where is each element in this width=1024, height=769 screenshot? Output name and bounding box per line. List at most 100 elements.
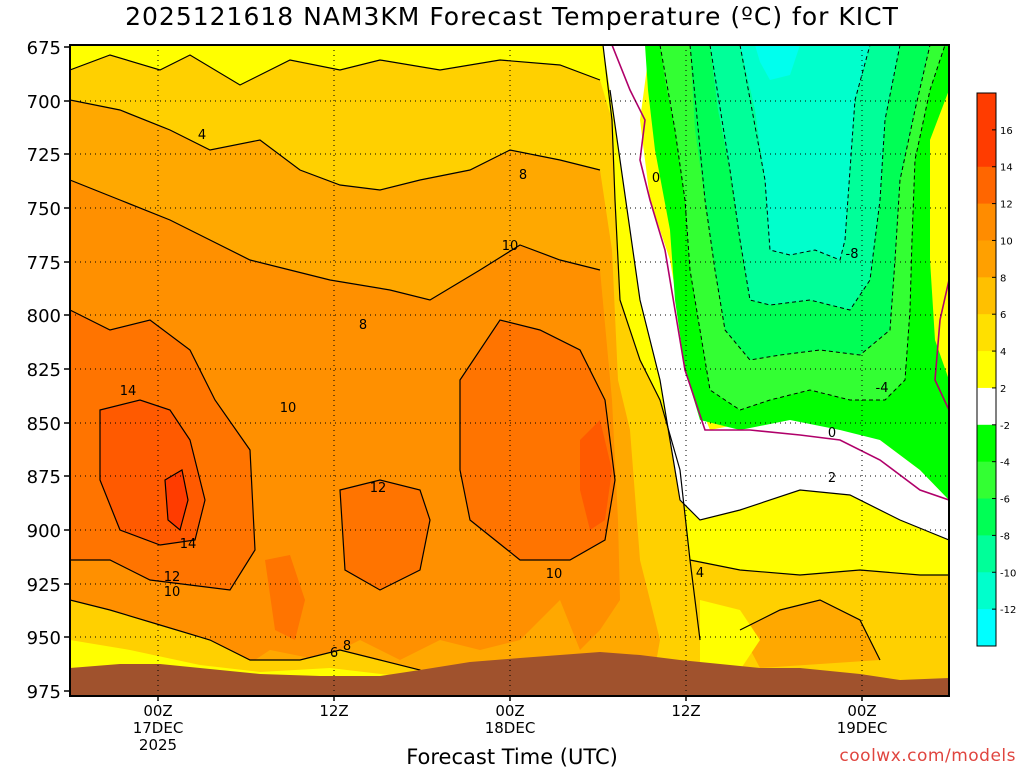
colorbar-swatch [977, 314, 996, 352]
contour-line [99, 399, 206, 546]
contour-line [70, 599, 441, 691]
y-tick-label: 900 [27, 521, 61, 542]
colorbar-label: -10 [1000, 568, 1016, 579]
colorbar-label: 10 [1000, 236, 1013, 247]
contour-label: 8 [519, 168, 527, 183]
contour-line [739, 599, 881, 661]
dashed-contour-line [659, 45, 946, 411]
y-tick-label: 975 [27, 682, 61, 703]
contour-line [609, 89, 949, 541]
colorbar-swatch [977, 351, 996, 389]
x-tick-date: 18DEC [485, 719, 536, 737]
colorbar-label: 2 [1000, 384, 1006, 395]
y-tick-label: 950 [27, 628, 61, 649]
y-tick-label: 850 [27, 414, 61, 435]
colorbar-swatch [977, 203, 996, 241]
colorbar-swatch [977, 93, 996, 131]
y-tick-label: 800 [27, 306, 61, 327]
colorbar-label: 14 [1000, 163, 1013, 174]
colorbar-swatch [977, 387, 996, 426]
grid [70, 45, 949, 696]
contour-line [70, 179, 601, 301]
x-tick-label: 00Z [143, 702, 172, 720]
y-tick-label: 700 [27, 92, 61, 113]
colorbar-swatch [977, 166, 996, 205]
field-12-14 [70, 310, 615, 640]
field-16-plus [165, 470, 188, 530]
contour-line [339, 479, 431, 591]
x-tick-date: 19DEC [837, 719, 888, 737]
colorbar-label: -8 [1000, 531, 1010, 542]
colorbar-frame [976, 92, 997, 647]
terrain-fill [70, 652, 949, 696]
y-tick-label: 925 [27, 575, 61, 596]
y-tick-label: 775 [27, 253, 61, 274]
contour-label: 10 [546, 567, 563, 582]
x-tick-label: 12Z [319, 702, 348, 720]
colorbar-label: -6 [1000, 495, 1010, 506]
contour-label: 6 [330, 646, 338, 661]
y-tick-label: 750 [27, 199, 61, 220]
colorbar-swatch [977, 609, 996, 647]
y-tick-label: 825 [27, 360, 61, 381]
contour-label: 8 [343, 639, 351, 654]
contour-label: 10 [164, 585, 181, 600]
colorbar: 16 14 12 10 8 6 4 2 -2 -4 -6 -8 -10 -12 [976, 92, 1016, 647]
colorbar-label: 6 [1000, 310, 1006, 321]
field-surface-cool-right [700, 600, 760, 670]
contour-line [689, 559, 949, 576]
y-tick-label: 675 [27, 38, 61, 59]
contour-label: 4 [696, 566, 704, 581]
zero-contour-line [934, 279, 949, 411]
contour-label: 2 [828, 471, 836, 486]
x-tick-label: 00Z [847, 702, 876, 720]
zero-contour-line [611, 45, 949, 501]
chart-title: 2025121618 NAM3KM Forecast Temperature (… [125, 2, 899, 31]
dashed-contour-line [739, 45, 871, 261]
zero-contour-lines [611, 45, 949, 501]
contour-label: -4 [876, 381, 889, 396]
colorbar-label: -2 [1000, 421, 1010, 432]
colorbar-label: 12 [1000, 200, 1013, 211]
colorbar-swatch [977, 277, 996, 315]
dashed-contour-line [689, 45, 931, 361]
contour-line [164, 469, 189, 532]
field-0-2 [603, 45, 949, 540]
colorbar-label: 16 [1000, 126, 1013, 137]
x-tick-label: 12Z [671, 702, 700, 720]
contour-label: 10 [502, 239, 519, 254]
contour-label: 0 [652, 171, 660, 186]
colorbar-swatch [977, 240, 996, 278]
colorbar-swatch [977, 129, 996, 168]
colorbar-label: 4 [1000, 347, 1006, 358]
field-minus10-minus12 [755, 45, 800, 80]
contour-label: 8 [359, 318, 367, 333]
colorbar-swatch [977, 572, 996, 610]
field-minus8-minus10 [740, 45, 870, 260]
contour-label: 12 [370, 481, 387, 496]
contour-label: 14 [180, 537, 197, 552]
x-tick-year: 2025 [139, 736, 177, 754]
source-credit: coolwx.com/models [839, 746, 1016, 766]
contour-label: -8 [846, 247, 859, 262]
colorbar-swatch [977, 535, 996, 573]
colorbar-swatch [977, 424, 996, 463]
contour-line [602, 45, 701, 641]
contour-label: 10 [280, 401, 297, 416]
contour-label: 12 [164, 570, 181, 585]
y-tick-label: 725 [27, 145, 61, 166]
dashed-contour-lines [659, 45, 946, 411]
colorbar-label: 8 [1000, 273, 1006, 284]
contour-label: 0 [828, 426, 836, 441]
field-14-16 [100, 400, 612, 545]
colorbar-label: -4 [1000, 458, 1010, 469]
colorbar-swatch [977, 461, 996, 500]
contour-label: 14 [120, 384, 137, 399]
colorbar-swatch [977, 498, 996, 536]
field-surface-warm-right2 [740, 600, 880, 668]
contour-line [70, 309, 256, 591]
y-tick-label: 875 [27, 467, 61, 488]
